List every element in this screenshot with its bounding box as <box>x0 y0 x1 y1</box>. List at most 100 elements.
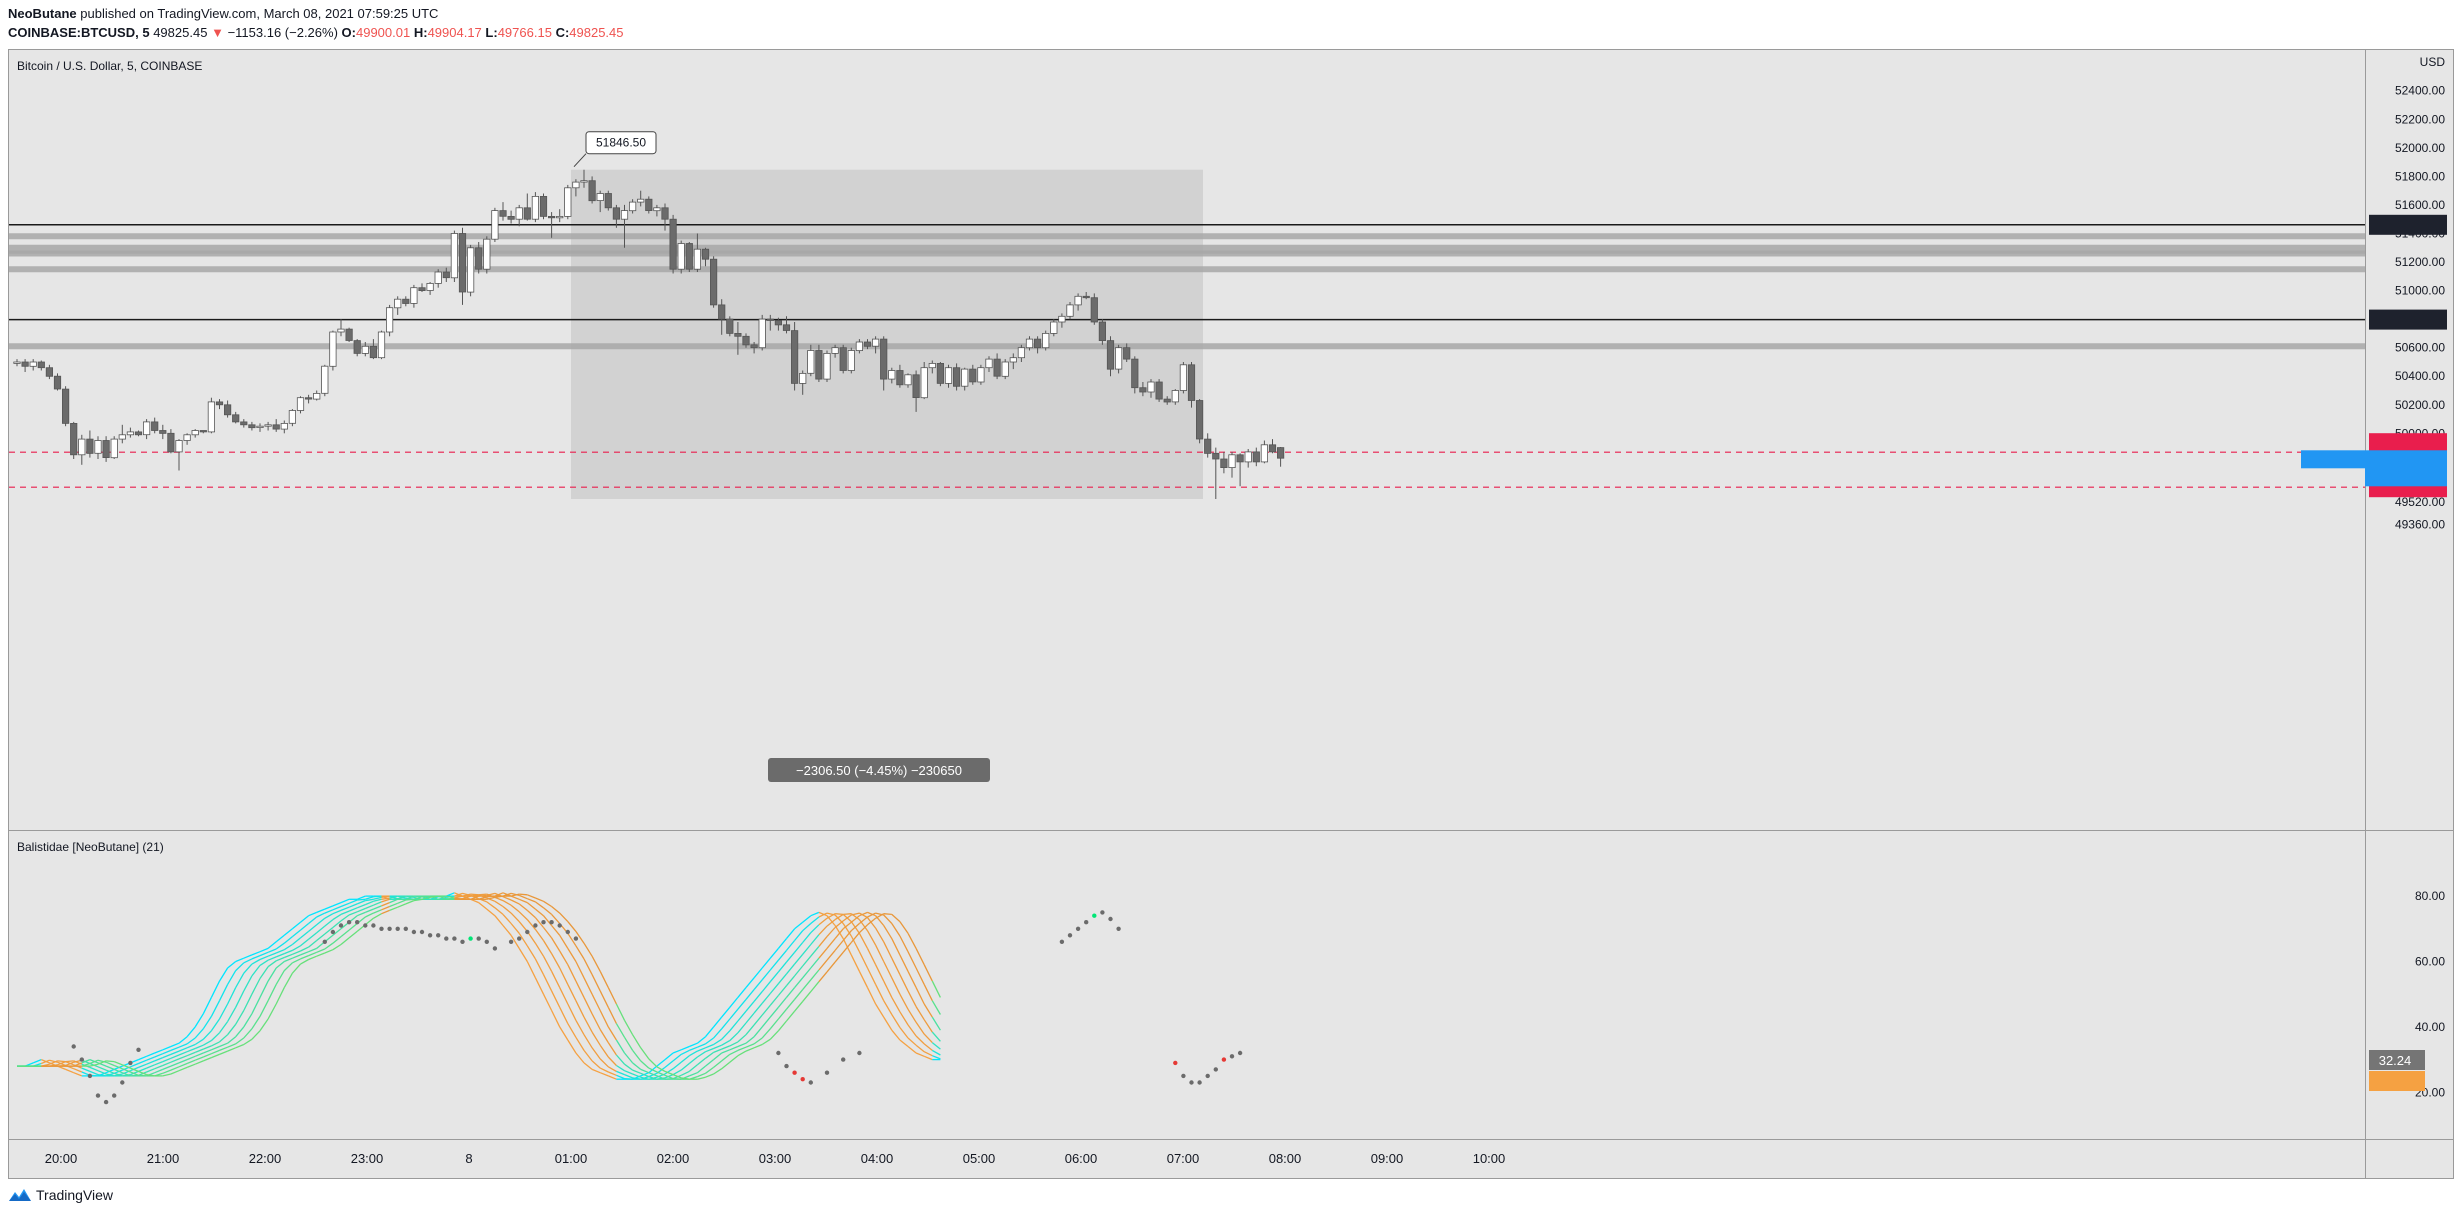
ribbon-line-segment <box>915 1006 925 1021</box>
indicator-dot <box>128 1060 133 1066</box>
ribbon-line-segment <box>794 942 804 953</box>
ribbon-line-segment <box>559 912 569 923</box>
candle <box>944 364 953 388</box>
candle-body <box>102 440 110 459</box>
ribbon-line-segment <box>203 1053 212 1058</box>
ribbon-line-segment <box>705 1043 714 1049</box>
ribbon-line-segment <box>777 1008 788 1020</box>
ribbon-line-segment <box>202 1016 212 1030</box>
ribbon-line-segment <box>785 963 796 975</box>
candle <box>37 360 45 371</box>
indicator-dot <box>784 1063 789 1069</box>
ribbon-line-segment <box>769 1018 779 1030</box>
author-name[interactable]: NeoButane <box>8 6 77 21</box>
ribbon-line-segment <box>818 947 828 959</box>
ribbon-line-segment <box>567 964 577 982</box>
ribbon-line-segment <box>527 898 536 903</box>
candle <box>458 227 467 305</box>
tradingview-brand[interactable]: TradingView <box>36 1187 114 1203</box>
ribbon-line-segment <box>89 1063 99 1067</box>
ribbon-line-segment <box>777 938 788 949</box>
candle-body <box>175 440 183 453</box>
ribbon-line-segment <box>211 1049 220 1055</box>
red-upper-badge-box <box>2369 433 2447 454</box>
ribbon-line-segment <box>769 947 779 959</box>
ribbon-line-segment <box>624 1070 633 1075</box>
candle <box>637 190 645 207</box>
ribbon-line-segment <box>624 1077 633 1080</box>
candle <box>313 390 321 401</box>
candle-body <box>94 440 102 454</box>
peak-callout[interactable]: 51846.50 <box>573 131 657 168</box>
ribbon-line-segment <box>259 955 269 961</box>
ribbon-line-segment <box>794 930 804 941</box>
ribbon-line-segment <box>178 1066 188 1072</box>
footer[interactable]: TradingView <box>8 1183 113 1207</box>
time-axis[interactable]: 20:00 21:00 22:00 23:00 8 01:00 02:00 03:00 04:0… <box>9 1139 2453 1167</box>
chart-svg[interactable]: 51846.50 −2306.50 (−4.45%) −230650 Bitco… <box>9 50 2453 1178</box>
ribbon-line-segment <box>57 1060 66 1066</box>
ribbon-line-segment <box>883 941 893 959</box>
ribbon-line-segment <box>218 967 229 982</box>
ribbon-line-segment <box>292 958 301 964</box>
candle <box>904 373 912 388</box>
ribbon-line-segment <box>883 914 893 924</box>
ribbon-line-segment <box>194 1052 204 1057</box>
indicator-dot <box>1084 920 1089 925</box>
ribbon-line-segment <box>526 945 536 960</box>
last-value: 49825.45 <box>153 25 208 40</box>
ribbon-line-segment <box>251 958 261 965</box>
ribbon-line-segment <box>105 1061 115 1067</box>
ribbon-line-segment <box>178 1055 188 1060</box>
ribbon-line-segment <box>931 1016 941 1031</box>
ribbon-line-segment <box>907 1045 917 1054</box>
candle-body <box>823 352 831 380</box>
candle <box>831 344 839 358</box>
ribbon-line-segment <box>478 902 488 910</box>
candle <box>402 296 410 307</box>
ribbon-line-segment <box>818 912 828 918</box>
ribbon-line-segment <box>599 1010 609 1028</box>
candle-body <box>677 243 685 270</box>
ribbon-line-segment <box>551 990 561 1008</box>
ribbon-line-segment <box>227 1006 237 1022</box>
candle <box>385 304 394 337</box>
indicator-dot <box>808 1080 813 1085</box>
ribbon-line-segment <box>867 912 876 918</box>
ribbon-line-segment <box>486 901 496 909</box>
indicator-pane[interactable]: Balistidae [NeoButane] (21) <box>9 831 2365 1139</box>
ribbon-line-segment <box>251 1030 261 1040</box>
candle <box>1260 440 1268 464</box>
ribbon-line-segment <box>154 1068 164 1074</box>
candle-body <box>653 207 661 212</box>
ribbon-line-segment <box>899 1027 909 1039</box>
ribbon-line-segment <box>316 917 326 926</box>
ribbon-line-segment <box>162 1057 172 1063</box>
chart-frame[interactable]: 51846.50 −2306.50 (−4.45%) −230650 Bitco… <box>8 49 2454 1179</box>
candle <box>791 322 799 391</box>
ribbon-line-segment <box>340 910 350 916</box>
ribbon-line-segment <box>267 960 277 968</box>
candle-body <box>1163 398 1171 403</box>
candle <box>1147 379 1155 398</box>
ribbon-line-segment <box>243 963 253 974</box>
candle-body <box>629 201 637 212</box>
ribbon-line-segment <box>826 919 836 927</box>
range-measure-label[interactable]: −2306.50 (−4.45%) −230650 <box>768 758 990 782</box>
main-pane[interactable]: 51846.50 −2306.50 (−4.45%) −230650 Bitco… <box>9 50 2365 830</box>
price-axis[interactable]: USD 52400.00 52200.00 52000.00 51800.00 5160… <box>2301 50 2447 1178</box>
horizontal-levels[interactable] <box>9 224 2365 488</box>
ribbon-line-segment <box>729 1045 739 1051</box>
ribbon-line-segment <box>114 1072 123 1077</box>
ribbon-line-segment <box>859 912 868 919</box>
ribbon-line-segment <box>705 1073 714 1078</box>
low-label: L: <box>485 25 498 40</box>
ribbon-line-segment <box>753 1043 763 1049</box>
ribbon-line-segment <box>721 1018 731 1030</box>
ribbon-line-segment <box>551 905 561 914</box>
candle-body <box>248 424 256 429</box>
ribbon-line-segment <box>130 1067 139 1073</box>
symbol-badge-box <box>2301 450 2365 469</box>
ribbon-line-segment <box>559 987 569 1005</box>
ribbon-line-segment <box>842 914 852 922</box>
